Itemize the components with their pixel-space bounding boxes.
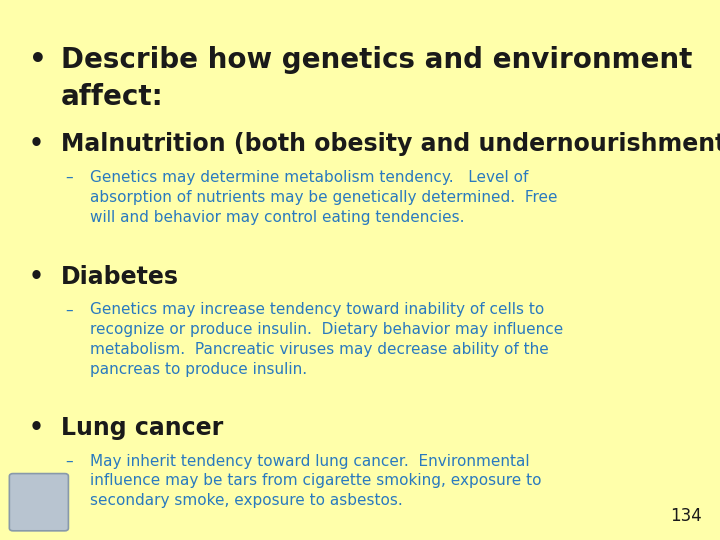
Text: –: – — [65, 302, 73, 318]
Text: Diabetes: Diabetes — [61, 265, 179, 288]
Text: •: • — [29, 265, 44, 288]
Text: •: • — [29, 132, 44, 156]
Text: Lung cancer: Lung cancer — [61, 416, 223, 440]
Text: –: – — [65, 170, 73, 185]
Text: –: – — [65, 454, 73, 469]
Text: Genetics may determine metabolism tendency.   Level of
absorption of nutrients m: Genetics may determine metabolism tenden… — [90, 170, 557, 225]
FancyBboxPatch shape — [9, 474, 68, 531]
Text: Malnutrition (both obesity and undernourishment): Malnutrition (both obesity and undernour… — [61, 132, 720, 156]
Text: •: • — [29, 416, 44, 440]
Text: 134: 134 — [670, 507, 702, 525]
Text: Describe how genetics and environment
affect:: Describe how genetics and environment af… — [61, 46, 693, 111]
Text: May inherit tendency toward lung cancer.  Environmental
influence may be tars fr: May inherit tendency toward lung cancer.… — [90, 454, 541, 508]
Text: Genetics may increase tendency toward inability of cells to
recognize or produce: Genetics may increase tendency toward in… — [90, 302, 563, 377]
Text: •: • — [29, 46, 47, 74]
